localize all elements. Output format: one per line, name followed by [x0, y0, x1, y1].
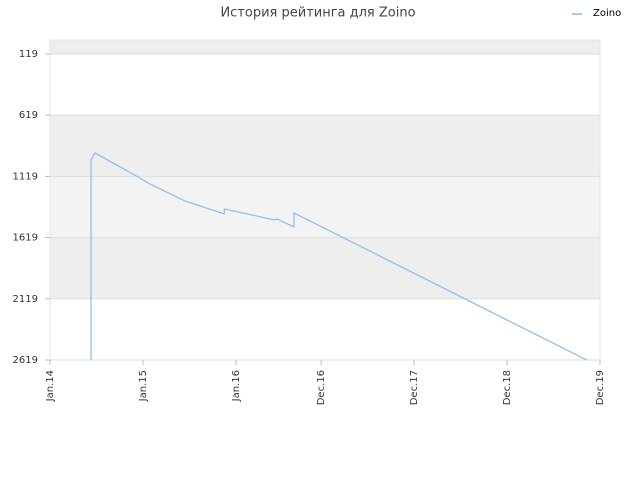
chart-title: История рейтинга для Zoino — [220, 6, 415, 21]
grid-band — [50, 40, 600, 54]
grid-band — [50, 298, 600, 360]
y-tick-label: 2119 — [13, 294, 38, 305]
grid-band — [50, 53, 600, 116]
y-tick-label: 2619 — [13, 355, 38, 366]
x-tick-label: Jan.14 — [45, 370, 56, 402]
x-tick-label: Jan.15 — [138, 370, 149, 402]
x-tick-label: Dec.17 — [409, 370, 420, 405]
y-tick-label: 1619 — [13, 233, 38, 244]
grid-band — [50, 176, 600, 238]
x-tick-label: Dec.16 — [316, 370, 327, 405]
legend-label: Zoino — [593, 8, 621, 19]
x-tick-label: Dec.19 — [595, 370, 606, 405]
y-tick-label: 119 — [19, 49, 38, 60]
y-tick-label: 1119 — [13, 171, 38, 182]
x-tick-label: Dec.18 — [502, 370, 513, 405]
x-tick-label: Jan.16 — [231, 370, 242, 402]
grid-band — [50, 115, 600, 177]
data-line — [90, 152, 588, 361]
y-tick-label: 619 — [19, 110, 38, 121]
grid-band — [50, 237, 600, 299]
